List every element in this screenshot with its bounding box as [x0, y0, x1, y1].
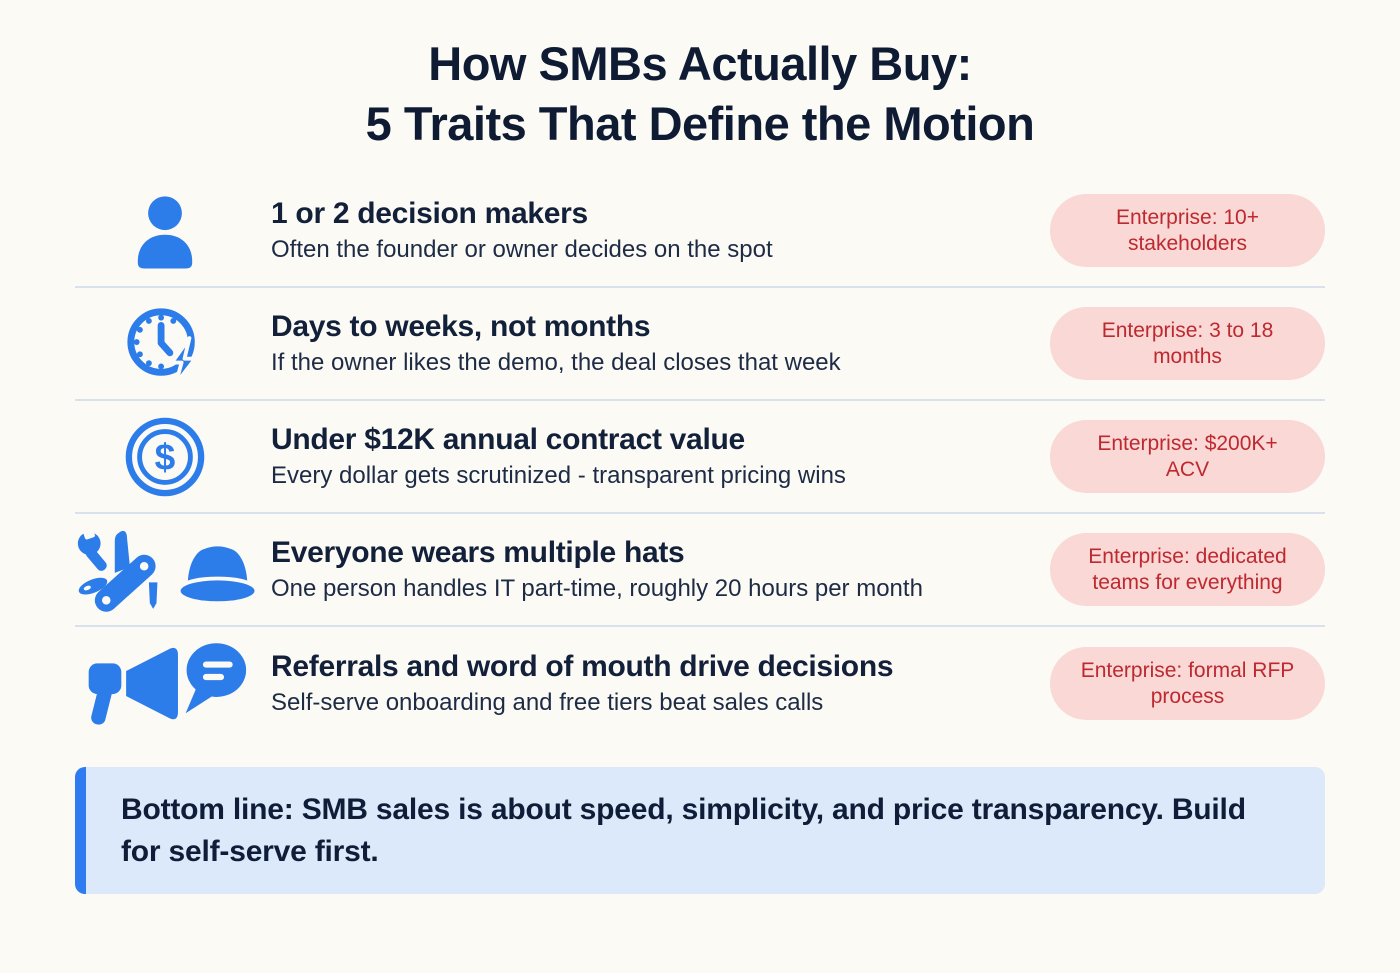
badge-cell: Enterprise: 10+ stakeholders — [1050, 194, 1325, 268]
dollar-coin-icon: $ — [75, 416, 271, 498]
bottom-line-callout: Bottom line: SMB sales is about speed, s… — [75, 767, 1325, 895]
trait-row-decision-makers: 1 or 2 decision makers Often the founder… — [75, 175, 1325, 289]
trait-subtext: If the owner likes the demo, the deal cl… — [271, 348, 841, 376]
trait-text: Days to weeks, not months If the owner l… — [271, 310, 1050, 377]
trait-text: 1 or 2 decision makers Often the founder… — [271, 197, 1050, 264]
megaphone-chat-icon — [75, 638, 271, 730]
enterprise-badge: Enterprise: 10+ stakeholders — [1050, 194, 1325, 268]
page-title-line2: 5 Traits That Define the Motion — [365, 96, 1035, 150]
person-icon — [75, 193, 271, 269]
trait-row-contract-value: $ Under $12K annual contract value Every… — [75, 401, 1325, 515]
enterprise-badge: Enterprise: formal RFP process — [1050, 647, 1325, 721]
trait-row-multiple-hats: Everyone wears multiple hats One person … — [75, 514, 1325, 628]
trait-subtext: Every dollar gets scrutinized - transpar… — [271, 461, 846, 489]
clock-bolt-icon — [75, 303, 271, 385]
trait-row-sales-cycle: Days to weeks, not months If the owner l… — [75, 288, 1325, 402]
page-title: How SMBs Actually Buy: 5 Traits That Def… — [75, 34, 1325, 153]
trait-subtext: Self-serve onboarding and free tiers bea… — [271, 688, 824, 716]
badge-cell: Enterprise: formal RFP process — [1050, 647, 1325, 721]
trait-text: Everyone wears multiple hats One person … — [271, 536, 1050, 603]
trait-subtext: One person handles IT part-time, roughly… — [271, 574, 923, 602]
page-title-line1: How SMBs Actually Buy: — [428, 37, 972, 90]
enterprise-badge: Enterprise: 3 to 18 months — [1050, 307, 1325, 381]
trait-heading: 1 or 2 decision makers — [271, 197, 588, 231]
trait-list: 1 or 2 decision makers Often the founder… — [75, 175, 1325, 740]
trait-heading: Days to weeks, not months — [271, 310, 651, 344]
trait-row-referrals: Referrals and word of mouth drive decisi… — [75, 627, 1325, 740]
trait-heading: Referrals and word of mouth drive decisi… — [271, 650, 894, 684]
enterprise-badge: Enterprise: $200K+ ACV — [1050, 420, 1325, 494]
trait-heading: Everyone wears multiple hats — [271, 536, 685, 570]
infographic: How SMBs Actually Buy: 5 Traits That Def… — [0, 34, 1400, 895]
trait-text: Referrals and word of mouth drive decisi… — [271, 650, 1050, 717]
badge-cell: Enterprise: dedicated teams for everythi… — [1050, 533, 1325, 607]
svg-text:$: $ — [155, 436, 176, 478]
trait-heading: Under $12K annual contract value — [271, 423, 745, 457]
trait-text: Under $12K annual contract value Every d… — [271, 423, 1050, 490]
bottom-line-text: Bottom line: SMB sales is about speed, s… — [121, 793, 1246, 868]
trait-subtext: Often the founder or owner decides on th… — [271, 235, 773, 263]
enterprise-badge: Enterprise: dedicated teams for everythi… — [1050, 533, 1325, 607]
badge-cell: Enterprise: 3 to 18 months — [1050, 307, 1325, 381]
multitool-hat-icon — [75, 526, 271, 614]
badge-cell: Enterprise: $200K+ ACV — [1050, 420, 1325, 494]
